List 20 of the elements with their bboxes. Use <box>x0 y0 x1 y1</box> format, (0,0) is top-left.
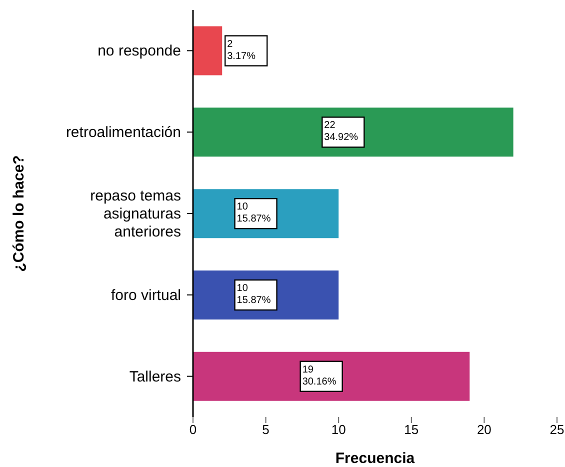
y-tick-label: foro virtual <box>110 286 181 304</box>
data-label: 19 30.16% <box>302 364 336 388</box>
y-tick-label: repaso temas asignaturas anteriores <box>90 187 181 240</box>
y-axis-title: ¿Cómo lo hace? <box>10 155 28 272</box>
bar <box>193 26 222 76</box>
y-tick-label: Talleres <box>129 368 181 385</box>
data-label: 10 15.87% <box>236 202 271 225</box>
y-tick-label: retroalimentación <box>66 124 181 141</box>
data-label: 2 3.17% <box>227 38 256 62</box>
x-tick-label: 10 <box>331 422 346 438</box>
bar <box>193 108 514 157</box>
x-tick-label: 25 <box>550 422 564 438</box>
data-label: 22 34.92% <box>324 120 358 144</box>
y-tick-label: no responde <box>98 42 181 60</box>
x-tick-label: 5 <box>262 422 270 438</box>
x-axis-title: Frecuencia <box>335 450 416 467</box>
data-label: 10 15.87% <box>236 282 271 306</box>
x-tick-label: 20 <box>476 422 492 438</box>
x-tick-label: 15 <box>404 422 419 438</box>
x-tick-label: 0 <box>189 422 197 438</box>
